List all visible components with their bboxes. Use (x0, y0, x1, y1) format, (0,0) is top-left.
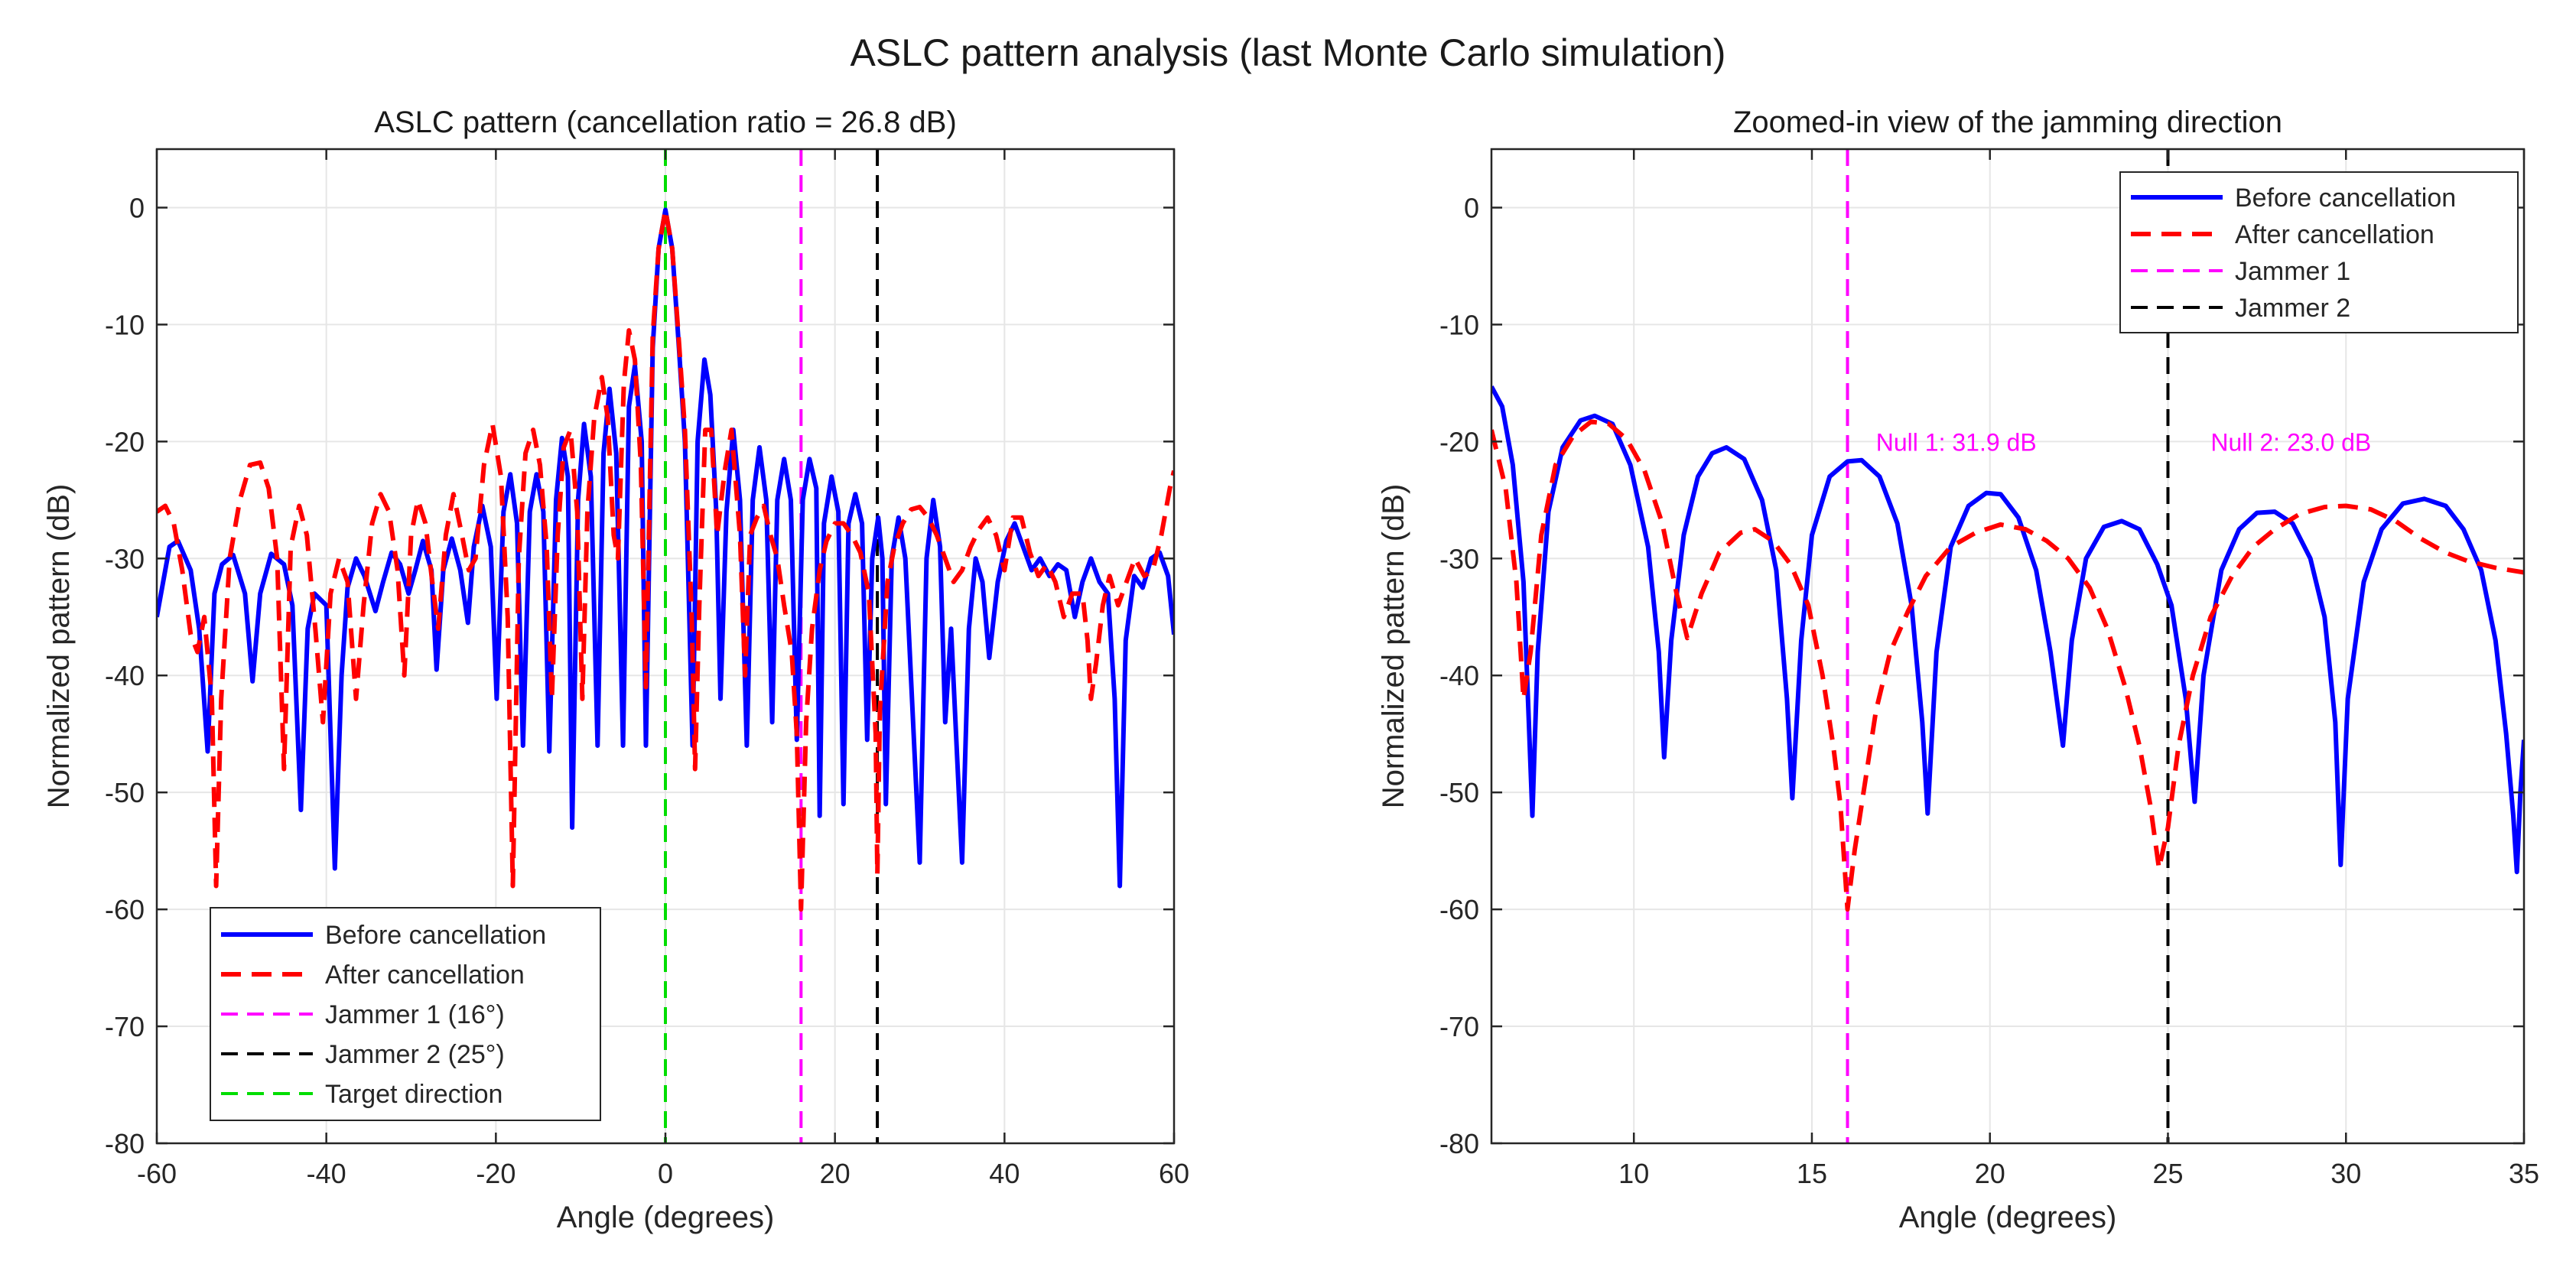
legend-label: Jammer 2 (25°) (325, 1040, 505, 1069)
legend-label: Jammer 1 (16°) (325, 1000, 505, 1029)
y-tick-label: -60 (1439, 894, 1479, 925)
y-tick-label: -50 (1439, 777, 1479, 808)
legend-label: Before cancellation (2235, 184, 2456, 213)
series-after-line (1491, 419, 2524, 912)
legend-label: Target direction (325, 1080, 503, 1109)
x-tick-label: 40 (989, 1158, 1020, 1189)
y-tick-label: -80 (1439, 1128, 1479, 1159)
ticks: -60 -40 -20 0 20 40 60 0 -10 -20 -30 -40 -50 -60 -70 -8… (105, 149, 1189, 1189)
figure-suptitle: ASLC pattern analysis (last Monte Carlo … (850, 31, 1726, 74)
axes-box (1490, 148, 2526, 1145)
chart-1: -60 -40 -20 0 20 40 60 0 -10 -20 -30 -40 -50 -60 -70 -8… (42, 106, 1189, 1234)
x-tick-label: 25 (2152, 1158, 2183, 1189)
y-tick-label: -50 (105, 777, 145, 808)
y-axis-label: Normalized pattern (dB) (42, 484, 76, 809)
x-tick-label: 20 (1975, 1158, 2005, 1189)
chart-title: ASLC pattern (cancellation ratio = 26.8 … (374, 106, 957, 139)
y-tick-label: -60 (105, 894, 145, 925)
series-after-line (157, 207, 1174, 912)
y-tick-label: -30 (1439, 543, 1479, 574)
legend-label: Jammer 2 (2235, 294, 2350, 323)
legend: Before cancellation After cancellation Jam… (210, 907, 601, 1121)
y-tick-label: -40 (1439, 660, 1479, 691)
plot-data (157, 149, 1174, 1143)
x-tick-label: 10 (1618, 1158, 1649, 1189)
x-tick-label: 20 (820, 1158, 851, 1189)
x-tick-label: 30 (2330, 1158, 2361, 1189)
legend-label: After cancellation (325, 961, 525, 990)
x-axis-label: Angle (degrees) (557, 1201, 775, 1234)
series-before-line (1491, 385, 2524, 875)
y-tick-label: -70 (105, 1011, 145, 1042)
y-tick-label: -20 (105, 426, 145, 457)
null-annotation: Null 2: 23.0 dB (2210, 428, 2371, 456)
y-tick-label: -40 (105, 660, 145, 691)
ticks: 10 15 20 25 30 35 0 -10 -20 -30 -40 -50 -60 -70 -80 (1439, 149, 2539, 1189)
null-annotation: Null 1: 31.9 dB (1876, 428, 2037, 456)
x-tick-label: 60 (1159, 1158, 1189, 1189)
legend-label: After cancellation (2235, 220, 2435, 249)
y-tick-label: 0 (1464, 192, 1479, 223)
x-tick-label: -40 (307, 1158, 346, 1189)
y-tick-label: -70 (1439, 1011, 1479, 1042)
y-tick-label: 0 (129, 192, 145, 223)
y-axis-label: Normalized pattern (dB) (1377, 484, 1410, 809)
x-tick-label: 15 (1797, 1158, 1827, 1189)
x-axis-label: Angle (degrees) (1899, 1201, 2117, 1234)
chart-2: 10 15 20 25 30 35 0 -10 -20 -30 -40 -50 -60 -70 -80 Ang… (1377, 106, 2539, 1234)
legend: Before cancellation After cancellation Jam… (2119, 171, 2519, 333)
y-tick-label: -10 (1439, 309, 1479, 340)
y-tick-label: -10 (105, 309, 145, 340)
y-tick-label: -20 (1439, 426, 1479, 457)
legend-label: Jammer 1 (2235, 257, 2350, 286)
x-tick-label: -20 (476, 1158, 516, 1189)
y-tick-label: -80 (105, 1128, 145, 1159)
x-tick-label: -60 (137, 1158, 177, 1189)
x-tick-label: 0 (658, 1158, 673, 1189)
x-tick-label: 35 (2509, 1158, 2539, 1189)
chart-title: Zoomed-in view of the jamming direction (1733, 106, 2282, 139)
y-tick-label: -30 (105, 543, 145, 574)
legend-label: Before cancellation (325, 921, 546, 950)
